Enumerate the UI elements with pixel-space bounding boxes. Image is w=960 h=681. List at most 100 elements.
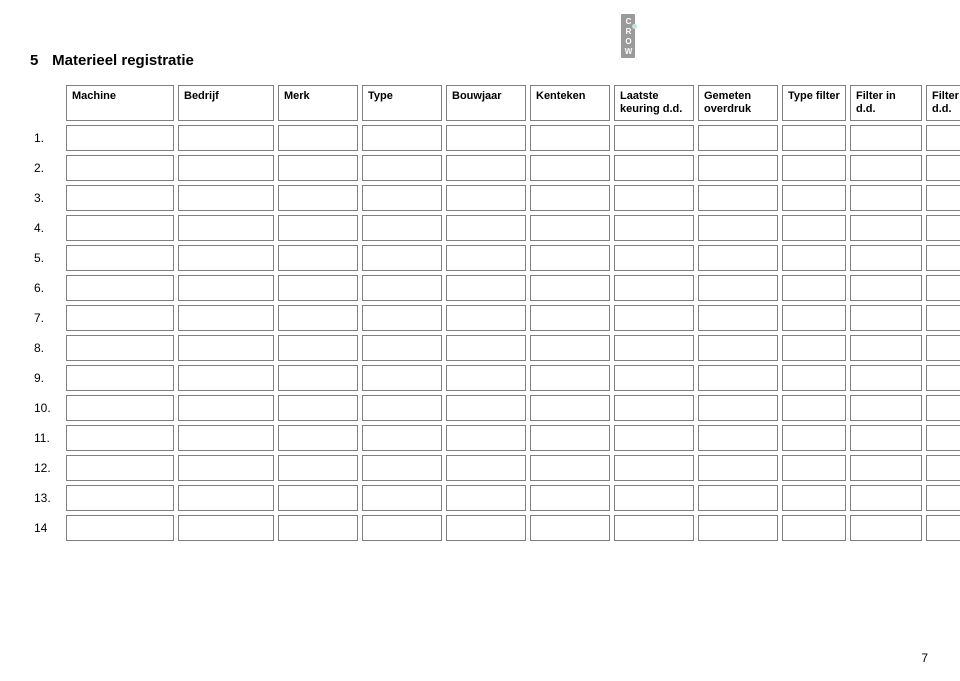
col-overdruk: Gemeten overdruk — [698, 85, 778, 121]
col-machine: Machine — [66, 85, 174, 121]
cell — [446, 335, 526, 361]
cell — [178, 305, 274, 331]
cell — [446, 395, 526, 421]
cell — [926, 455, 960, 481]
cell — [530, 425, 610, 451]
cell — [530, 395, 610, 421]
cell — [178, 365, 274, 391]
cell — [362, 125, 442, 151]
cell — [178, 455, 274, 481]
cell — [362, 485, 442, 511]
cell — [446, 155, 526, 181]
col-merk: Merk — [278, 85, 358, 121]
cell — [614, 275, 694, 301]
cell — [362, 425, 442, 451]
cell — [362, 335, 442, 361]
cell — [926, 305, 960, 331]
cell — [530, 125, 610, 151]
row-number: 6. — [34, 275, 62, 301]
row-number: 3. — [34, 185, 62, 211]
crow-logo: CROW — [621, 14, 635, 58]
cell — [782, 275, 846, 301]
cell — [926, 335, 960, 361]
cell — [850, 215, 922, 241]
cell — [782, 185, 846, 211]
cell — [446, 455, 526, 481]
cell — [926, 425, 960, 451]
cell — [66, 455, 174, 481]
cell — [178, 515, 274, 541]
cell — [698, 365, 778, 391]
cell — [782, 425, 846, 451]
cell — [278, 335, 358, 361]
table-row: 12. — [34, 455, 960, 481]
cell — [926, 185, 960, 211]
cell — [850, 515, 922, 541]
header-blank — [34, 85, 62, 121]
cell — [698, 185, 778, 211]
cell — [926, 215, 960, 241]
cell — [446, 215, 526, 241]
cell — [278, 395, 358, 421]
cell — [278, 275, 358, 301]
cell — [446, 185, 526, 211]
cell — [850, 275, 922, 301]
cell — [530, 185, 610, 211]
cell — [278, 125, 358, 151]
cell — [782, 125, 846, 151]
cell — [66, 215, 174, 241]
cell — [446, 245, 526, 271]
col-typefilter: Type filter — [782, 85, 846, 121]
cell — [614, 125, 694, 151]
cell — [66, 275, 174, 301]
col-bedrijf: Bedrijf — [178, 85, 274, 121]
cell — [614, 305, 694, 331]
cell — [850, 365, 922, 391]
col-kenteken: Kenteken — [530, 85, 610, 121]
cell — [362, 245, 442, 271]
cell — [66, 185, 174, 211]
cell — [446, 485, 526, 511]
cell — [362, 155, 442, 181]
table-row: 7. — [34, 305, 960, 331]
page-number: 7 — [921, 651, 928, 665]
cell — [446, 425, 526, 451]
cell — [926, 365, 960, 391]
cell — [850, 245, 922, 271]
cell — [66, 425, 174, 451]
cell — [530, 515, 610, 541]
table-row: 5. — [34, 245, 960, 271]
col-bouwjaar: Bouwjaar — [446, 85, 526, 121]
cell — [698, 335, 778, 361]
table-row: 14 — [34, 515, 960, 541]
cell — [66, 305, 174, 331]
cell — [278, 425, 358, 451]
cell — [614, 515, 694, 541]
row-number: 7. — [34, 305, 62, 331]
cell — [850, 395, 922, 421]
row-number: 4. — [34, 215, 62, 241]
cell — [66, 365, 174, 391]
row-number: 5. — [34, 245, 62, 271]
cell — [362, 395, 442, 421]
row-number: 10. — [34, 395, 62, 421]
logo-text: CROW — [624, 17, 633, 57]
cell — [278, 245, 358, 271]
cell — [698, 425, 778, 451]
row-number: 1. — [34, 125, 62, 151]
row-number: 8. — [34, 335, 62, 361]
cell — [278, 455, 358, 481]
cell — [782, 365, 846, 391]
cell — [782, 335, 846, 361]
table-row: 8. — [34, 335, 960, 361]
cell — [850, 125, 922, 151]
cell — [698, 275, 778, 301]
table-row: 9. — [34, 365, 960, 391]
row-number: 11. — [34, 425, 62, 451]
cell — [530, 245, 610, 271]
cell — [530, 155, 610, 181]
cell — [362, 215, 442, 241]
cell — [278, 185, 358, 211]
col-type: Type — [362, 85, 442, 121]
cell — [698, 245, 778, 271]
